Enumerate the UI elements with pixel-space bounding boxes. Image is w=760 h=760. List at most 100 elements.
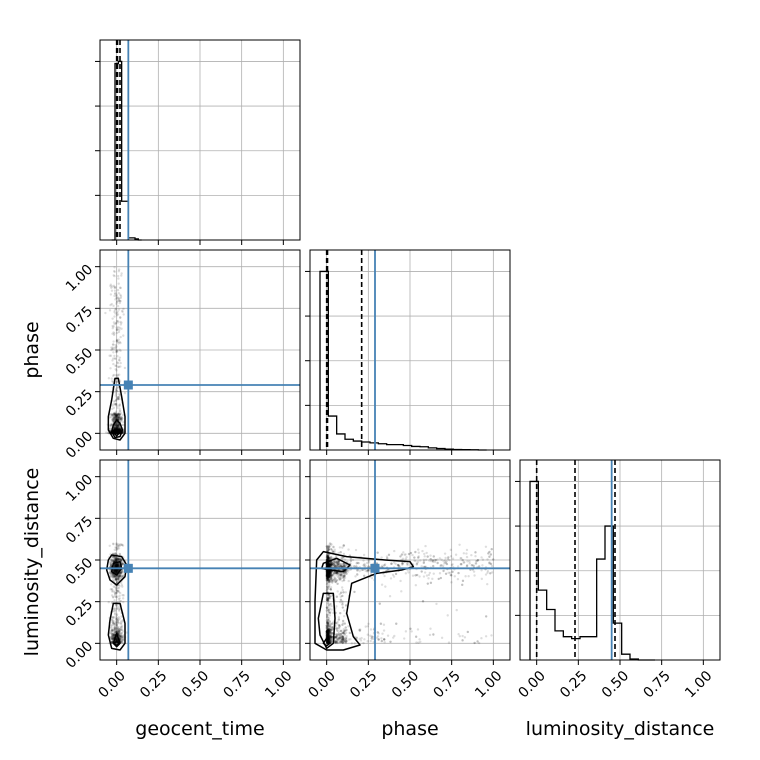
sample-point	[328, 628, 331, 631]
sample-point	[344, 639, 347, 642]
sample-point	[337, 560, 340, 564]
sample-point	[118, 415, 121, 419]
sample-point	[448, 571, 452, 575]
sample-point	[416, 561, 419, 565]
sample-point	[326, 571, 329, 575]
sample-point	[118, 430, 122, 433]
sample-point	[114, 564, 117, 567]
sample-point	[326, 549, 330, 552]
sample-point	[112, 560, 115, 563]
sample-point	[343, 639, 347, 642]
sample-point	[335, 571, 339, 575]
sample-point	[119, 417, 123, 421]
sample-point	[355, 565, 358, 568]
sample-point	[326, 582, 330, 585]
sample-point	[116, 557, 119, 561]
sample-point	[113, 427, 117, 430]
sample-point	[328, 629, 331, 633]
sample-point	[342, 636, 345, 640]
sample-point	[120, 569, 124, 572]
sample-point	[125, 631, 128, 634]
sample-point	[110, 302, 113, 306]
sample-point	[329, 575, 333, 578]
sample-point	[328, 624, 331, 628]
sample-point	[330, 570, 334, 574]
sample-point	[119, 286, 122, 290]
sample-point	[490, 547, 493, 551]
sample-point	[326, 562, 329, 566]
sample-point	[115, 564, 118, 567]
sample-point	[326, 565, 329, 569]
sample-point	[341, 635, 344, 638]
sample-point	[119, 572, 122, 576]
sample-point	[327, 576, 330, 579]
sample-point	[329, 595, 332, 598]
sample-point	[325, 564, 329, 567]
sample-point	[119, 417, 122, 420]
sample-point	[118, 430, 122, 433]
sample-point	[118, 573, 122, 576]
sample-point	[121, 574, 125, 578]
sample-point	[328, 572, 331, 575]
sample-point	[328, 576, 331, 579]
sample-point	[108, 571, 111, 574]
sample-point	[325, 624, 328, 628]
sample-point	[118, 418, 121, 421]
sample-point	[120, 628, 123, 632]
sample-point	[476, 640, 479, 643]
sample-point	[330, 608, 333, 611]
sample-point	[116, 361, 120, 365]
sample-point	[326, 634, 329, 637]
sample-point	[327, 575, 331, 579]
sample-point	[328, 563, 332, 567]
sample-point	[121, 585, 124, 588]
sample-point	[115, 638, 119, 642]
sample-point	[336, 565, 339, 568]
sample-point	[326, 556, 330, 559]
sample-point	[116, 589, 120, 593]
sample-point	[337, 626, 340, 630]
sample-point	[476, 558, 480, 562]
sample-point	[122, 423, 125, 427]
sample-point	[118, 577, 121, 580]
sample-point	[342, 629, 346, 633]
sample-point	[403, 553, 406, 556]
sample-point	[113, 607, 117, 610]
sample-point	[329, 572, 332, 575]
sample-point	[326, 580, 329, 584]
sample-point	[113, 286, 117, 290]
sample-point	[342, 557, 345, 560]
sample-point	[111, 558, 114, 562]
sample-point	[115, 569, 119, 572]
sample-point	[116, 545, 120, 548]
sample-point	[115, 621, 119, 624]
sample-point	[118, 430, 122, 433]
sample-point	[114, 575, 117, 578]
sample-point	[111, 420, 114, 423]
sample-point	[120, 562, 124, 565]
sample-point	[117, 429, 121, 433]
sample-point	[115, 581, 119, 584]
sample-point	[325, 581, 329, 584]
sample-point	[118, 429, 122, 433]
sample-point	[117, 590, 121, 594]
sample-point	[326, 570, 329, 573]
sample-point	[342, 544, 346, 547]
sample-point	[115, 302, 118, 306]
sample-point	[116, 406, 119, 410]
sample-point	[115, 625, 118, 628]
sample-point	[329, 576, 333, 579]
sample-point	[346, 560, 349, 564]
sample-point	[118, 413, 121, 416]
sample-point	[112, 542, 115, 545]
sample-point	[114, 412, 117, 415]
sample-point	[325, 572, 329, 575]
sample-point	[327, 627, 330, 631]
sample-point	[325, 630, 329, 633]
sample-point	[333, 562, 336, 565]
sample-point	[113, 557, 116, 561]
sample-point	[336, 637, 339, 640]
sample-point	[325, 559, 329, 562]
sample-point	[490, 547, 493, 551]
